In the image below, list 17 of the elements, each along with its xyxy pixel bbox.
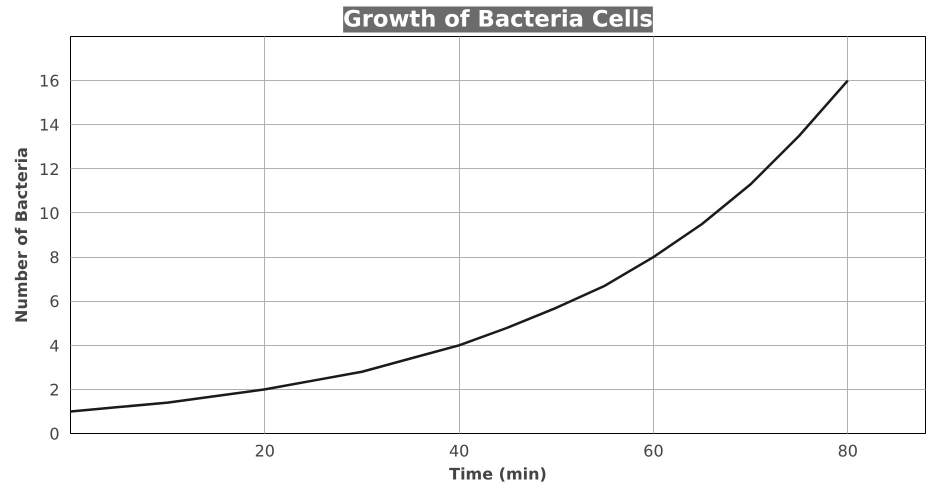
x-tick-label: 80: [838, 442, 858, 460]
y-tick-label: 2: [49, 380, 60, 400]
y-tick-label: 8: [49, 248, 60, 268]
y-tick-label: 14: [39, 116, 60, 135]
line-series: [70, 79, 850, 413]
y-tick-label: 4: [49, 336, 60, 356]
y-axis-title: Number of Bacteria: [12, 147, 32, 323]
x-tick-label: 20: [254, 442, 275, 460]
x-axis-title: Time (min): [449, 464, 547, 484]
x-tick-label: 60: [643, 442, 664, 460]
y-tick-label: 6: [49, 292, 60, 312]
y-tick-label: 16: [39, 72, 60, 91]
y-tick-label: 12: [39, 160, 60, 179]
x-tick-label: 40: [448, 442, 470, 460]
y-tick-label: 10: [39, 204, 60, 223]
y-tick-label: 0: [49, 424, 60, 444]
chart-title: Growth of Bacteria Cells: [343, 6, 653, 32]
